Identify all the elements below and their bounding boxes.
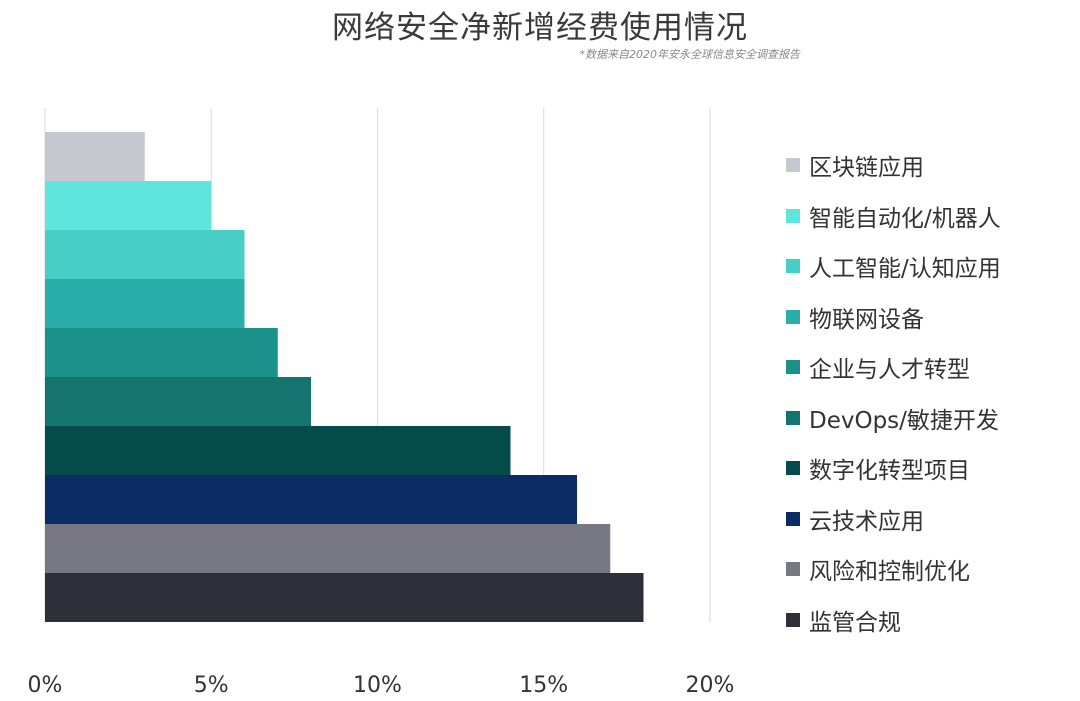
legend-label: DevOps/敏捷开发 — [809, 407, 999, 434]
legend-swatch — [786, 259, 800, 274]
legend-swatch — [786, 461, 800, 476]
legend-item: 人工智能/认知应用 — [786, 241, 1001, 292]
legend-label: 智能自动化/机器人 — [809, 205, 1001, 232]
legend-swatch — [786, 410, 800, 425]
bar — [45, 426, 511, 475]
legend-label: 风险和控制优化 — [809, 559, 970, 586]
legend-label: 云技术应用 — [809, 508, 924, 535]
bar — [45, 279, 245, 328]
legend-swatch — [786, 511, 800, 526]
x-tick-label: 5% — [194, 673, 229, 698]
bar — [45, 181, 212, 230]
legend-swatch — [786, 360, 800, 375]
bar — [45, 524, 611, 573]
x-tick-label: 0% — [28, 673, 63, 698]
legend-label: 监管合规 — [809, 609, 901, 636]
chart-title: 网络安全净新增经费使用情况 — [332, 10, 748, 46]
legend-swatch — [786, 208, 800, 223]
legend-swatch — [786, 612, 800, 627]
bar — [45, 377, 311, 426]
x-tick-label: 15% — [519, 673, 568, 698]
legend-item: 物联网设备 — [786, 292, 1001, 343]
x-tick-label: 20% — [686, 673, 735, 698]
legend-item: 区块链应用 — [786, 140, 1001, 191]
bar — [45, 230, 245, 279]
bar — [45, 132, 145, 181]
bar — [45, 573, 644, 622]
chart-legend: 区块链应用智能自动化/机器人 人工智能/认知应用 物联网设备企业与人才转型 DevOp… — [786, 140, 1001, 645]
chart-subtitle: *数据来自2020年安永全球信息安全调查报告 — [579, 48, 801, 61]
legend-swatch — [786, 562, 800, 577]
bar — [45, 328, 278, 377]
legend-item: 云技术应用 — [786, 494, 1001, 545]
legend-swatch — [786, 158, 800, 173]
legend-item: 智能自动化/机器人 — [786, 191, 1001, 242]
legend-item: 风险和控制优化 — [786, 544, 1001, 595]
legend-item: 数字化转型项目 — [786, 443, 1001, 494]
bar — [45, 475, 577, 524]
legend-label: 数字化转型项目 — [809, 458, 970, 485]
legend-item: 监管合规 — [786, 595, 1001, 646]
legend-label: 企业与人才转型 — [809, 357, 970, 384]
legend-swatch — [786, 309, 800, 324]
legend-label: 区块链应用 — [809, 155, 924, 182]
x-tick-label: 10% — [353, 673, 402, 698]
legend-label: 人工智能/认知应用 — [809, 256, 1001, 283]
legend-label: 物联网设备 — [809, 306, 924, 333]
legend-item: 企业与人才转型 — [786, 342, 1001, 393]
legend-item: DevOps/敏捷开发 — [786, 393, 1001, 444]
